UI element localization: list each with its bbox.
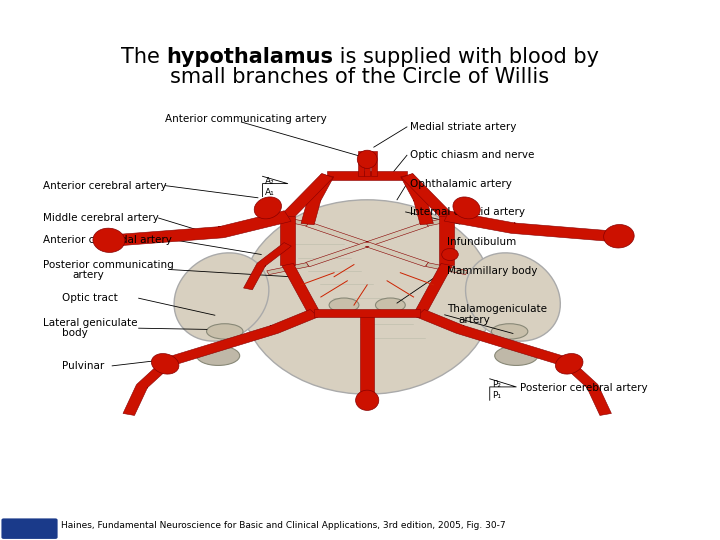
Text: A₂: A₂: [264, 177, 274, 186]
Polygon shape: [426, 214, 467, 226]
Ellipse shape: [174, 253, 269, 341]
Ellipse shape: [555, 354, 583, 374]
Polygon shape: [314, 309, 420, 317]
Polygon shape: [364, 151, 370, 176]
Ellipse shape: [207, 323, 243, 339]
Polygon shape: [165, 309, 318, 366]
Text: Middle cerebral artery: Middle cerebral artery: [42, 213, 158, 223]
Text: A₁: A₁: [264, 188, 274, 197]
Ellipse shape: [356, 390, 379, 410]
Text: Posterior cerebral artery: Posterior cerebral artery: [520, 383, 647, 393]
Polygon shape: [280, 216, 295, 265]
Ellipse shape: [241, 200, 493, 394]
Polygon shape: [439, 216, 454, 265]
Polygon shape: [401, 173, 452, 218]
Text: Lateral geniculate: Lateral geniculate: [42, 318, 137, 328]
Text: Infundibulum: Infundibulum: [446, 237, 516, 247]
Polygon shape: [561, 360, 611, 415]
Polygon shape: [426, 262, 467, 275]
Text: Medial striate artery: Medial striate artery: [410, 122, 517, 132]
Text: Internal carotid artery: Internal carotid artery: [410, 207, 526, 217]
Ellipse shape: [466, 253, 560, 341]
Text: body: body: [63, 328, 89, 339]
Polygon shape: [267, 214, 309, 226]
Polygon shape: [400, 174, 433, 225]
Text: artery: artery: [459, 315, 490, 325]
Text: Anterior communicating artery: Anterior communicating artery: [165, 114, 327, 124]
Polygon shape: [301, 174, 334, 225]
Ellipse shape: [495, 346, 538, 366]
Polygon shape: [328, 172, 407, 179]
Text: Pulvinar: Pulvinar: [63, 361, 104, 371]
Ellipse shape: [93, 228, 125, 252]
Text: The: The: [121, 46, 166, 67]
Text: Haines, Fundamental Neuroscience for Basic and Clinical Applications, 3rd editio: Haines, Fundamental Neuroscience for Bas…: [61, 521, 506, 530]
Polygon shape: [415, 264, 452, 314]
Text: Ophthalamic artery: Ophthalamic artery: [410, 179, 512, 188]
Ellipse shape: [357, 150, 377, 168]
Polygon shape: [371, 151, 377, 176]
Ellipse shape: [329, 298, 359, 312]
Polygon shape: [360, 313, 374, 394]
Polygon shape: [444, 211, 613, 241]
Text: Optic tract: Optic tract: [63, 293, 118, 303]
Polygon shape: [114, 211, 291, 246]
Text: Mammillary body: Mammillary body: [446, 266, 537, 276]
Text: PU·LNEL: PU·LNEL: [16, 525, 49, 532]
Ellipse shape: [453, 197, 480, 219]
Polygon shape: [123, 360, 174, 415]
Text: artery: artery: [73, 269, 104, 280]
Ellipse shape: [376, 298, 405, 312]
Text: P₂: P₂: [492, 380, 500, 389]
Polygon shape: [416, 309, 570, 366]
Polygon shape: [282, 264, 320, 314]
Ellipse shape: [151, 354, 179, 374]
Polygon shape: [267, 262, 309, 275]
Ellipse shape: [603, 225, 634, 248]
Text: P₁: P₁: [492, 390, 500, 400]
Text: Thalamogeniculate: Thalamogeniculate: [446, 304, 546, 314]
Ellipse shape: [197, 346, 240, 366]
Text: 2: 2: [6, 524, 13, 534]
Polygon shape: [243, 242, 292, 290]
Polygon shape: [358, 151, 364, 176]
Ellipse shape: [254, 197, 282, 219]
Ellipse shape: [442, 248, 459, 260]
Text: small branches of the Circle of Willis: small branches of the Circle of Willis: [171, 66, 549, 87]
Text: Anterior cerebral artery: Anterior cerebral artery: [42, 180, 166, 191]
Ellipse shape: [492, 323, 528, 339]
Polygon shape: [306, 242, 428, 267]
Text: Anterior choroidal artery: Anterior choroidal artery: [42, 235, 171, 245]
Text: is supplied with blood by: is supplied with blood by: [333, 46, 599, 67]
Text: hypothalamus: hypothalamus: [166, 46, 333, 67]
Polygon shape: [306, 222, 428, 246]
Text: Optic chiasm and nerve: Optic chiasm and nerve: [410, 150, 535, 160]
Text: Posterior communicating: Posterior communicating: [42, 260, 174, 269]
Polygon shape: [282, 173, 333, 218]
